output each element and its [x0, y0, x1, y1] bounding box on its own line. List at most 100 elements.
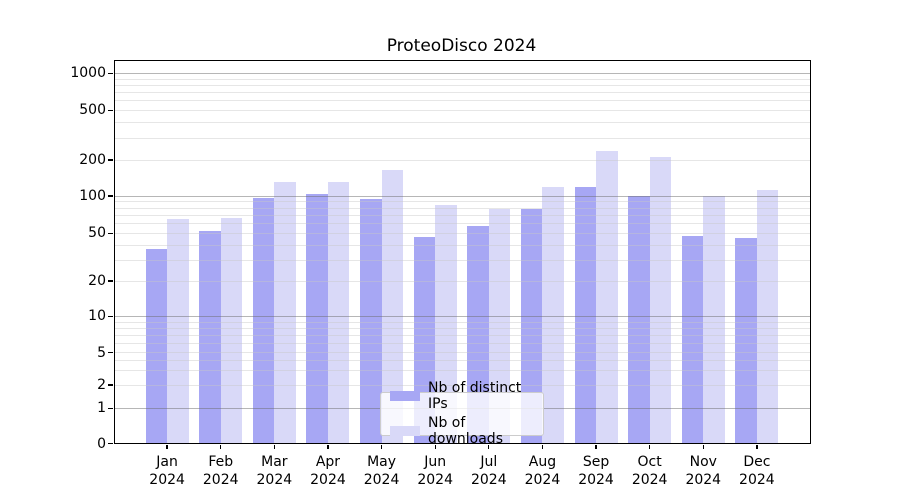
gridline-minor-90 [113, 201, 811, 203]
gridline-minor-700 [113, 91, 811, 93]
x-tick-year: 2024 [631, 471, 668, 488]
x-tick-label-feb: Feb 2024 [203, 453, 239, 489]
x-tick-year: 2024 [417, 471, 454, 488]
gridline-major-10 [113, 316, 811, 317]
gridline-minor-2 [113, 384, 811, 386]
bar-downloads-mar [274, 181, 296, 444]
gridline-minor-9 [113, 321, 811, 323]
bar-downloads-aug [542, 186, 564, 444]
x-tick-label-oct: Oct 2024 [632, 453, 668, 489]
bar-distinct-ips-jan [145, 249, 168, 444]
x-tick-month: Apr [315, 453, 341, 470]
gridline-minor-900 [113, 78, 811, 80]
gridline-minor-600 [113, 100, 811, 102]
bar-distinct-ips-may [360, 199, 382, 444]
y-tick-label-0: 0 [97, 435, 106, 452]
legend-label-distinct-ips: Nb of distinct IPs [428, 380, 522, 412]
x-tick-month: Nov [689, 453, 717, 470]
y-tick-mark-10 [108, 315, 113, 318]
bar-distinct-ips-nov [681, 235, 704, 444]
x-tick-label-mar: Mar 2024 [257, 453, 293, 489]
y-tick-mark-1000 [108, 72, 113, 75]
bar-downloads-feb [220, 217, 243, 444]
x-tick-year: 2024 [256, 471, 293, 488]
gridline-minor-5 [113, 352, 811, 354]
bar-distinct-ips-aug [520, 209, 543, 444]
y-tick-label-5: 5 [97, 344, 106, 361]
x-tick-mark-1 [166, 444, 168, 449]
x-tick-mark-8 [541, 444, 544, 449]
y-tick-mark-100 [108, 195, 113, 197]
x-tick-month: Jan [156, 453, 178, 470]
x-tick-mark-10 [649, 444, 651, 449]
x-tick-label-jun: Jun 2024 [417, 453, 453, 489]
x-tick-mark-11 [702, 444, 704, 449]
bar-distinct-ips-mar [252, 198, 275, 444]
y-tick-label-50: 50 [88, 225, 106, 242]
y-tick-label-20: 20 [88, 273, 106, 289]
bar-distinct-ips-oct [628, 196, 650, 444]
x-tick-label-nov: Nov 2024 [685, 453, 721, 489]
gridline-minor-30 [113, 259, 811, 261]
x-tick-label-aug: Aug 2024 [525, 453, 561, 489]
x-tick-mark-4 [327, 444, 329, 449]
gridline-minor-500 [113, 109, 811, 111]
x-tick-year: 2024 [524, 471, 561, 488]
y-tick-mark-1 [108, 407, 113, 409]
bar-downloads-sep [596, 150, 618, 444]
x-tick-month: Dec [743, 453, 771, 470]
x-tick-month: Feb [208, 453, 234, 470]
x-tick-mark-7 [488, 444, 490, 449]
bar-downloads-oct [649, 157, 672, 444]
legend-swatch-downloads [390, 426, 420, 436]
bar-downloads-nov [703, 196, 725, 444]
legend-swatch-distinct-ips [390, 391, 420, 401]
x-tick-label-may: May 2024 [364, 453, 400, 489]
x-tick-year: 2024 [363, 471, 400, 488]
x-tick-label-sep: Sep 2024 [578, 453, 614, 489]
y-tick-mark-20 [108, 280, 113, 282]
gridline-minor-20 [113, 280, 811, 282]
y-tick-label-10: 10 [88, 308, 106, 325]
x-tick-year: 2024 [578, 471, 614, 488]
y-tick-mark-2 [108, 384, 113, 386]
x-tick-label-jul: Jul 2024 [471, 453, 507, 489]
x-tick-year: 2024 [470, 471, 507, 488]
y-tick-label-100: 100 [79, 187, 106, 204]
x-tick-mark-3 [273, 444, 275, 449]
chart-title: ProteoDisco 2024 [386, 36, 537, 56]
x-tick-year: 2024 [202, 471, 239, 488]
gridline-minor-8 [113, 327, 811, 329]
gridline-major-1000 [113, 72, 811, 74]
x-tick-mark-2 [220, 444, 222, 449]
y-tick-mark-50 [108, 232, 113, 235]
x-tick-month: Aug [528, 453, 557, 470]
gridline-minor-3 [113, 370, 811, 372]
x-tick-label-jan: Jan 2024 [149, 453, 185, 489]
x-tick-mark-12 [756, 444, 758, 449]
grid-layer [113, 60, 811, 444]
bar-distinct-ips-feb [199, 231, 221, 444]
bar-downloads-jun [435, 205, 457, 444]
gridline-minor-40 [113, 244, 811, 246]
x-tick-year: 2024 [685, 471, 722, 488]
bar-downloads-jan [167, 219, 189, 444]
gridline-minor-50 [113, 233, 811, 234]
y-tick-label-1000: 1000 [70, 65, 106, 82]
x-tick-mark-5 [380, 444, 383, 449]
x-tick-month: Jun [424, 453, 447, 470]
x-tick-label-apr: Apr 2024 [310, 453, 346, 489]
plot-area [113, 60, 811, 444]
y-tick-label-1: 1 [97, 400, 106, 417]
gridline-minor-7 [113, 334, 811, 336]
x-tick-month: Oct [637, 453, 662, 470]
gridline-minor-4 [113, 360, 811, 362]
legend-item-downloads: Nb of downloads [390, 415, 534, 447]
x-tick-mark-6 [434, 444, 436, 449]
y-tick-label-500: 500 [79, 102, 106, 119]
y-tick-mark-200 [108, 159, 113, 161]
bar-distinct-ips-sep [574, 187, 597, 444]
x-tick-month: Jul [480, 453, 498, 470]
bar-distinct-ips-jul [467, 226, 489, 444]
